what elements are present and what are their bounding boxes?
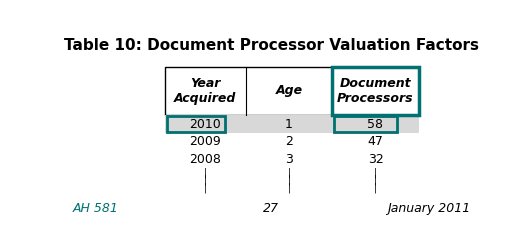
Text: |: | <box>204 174 207 185</box>
Text: January 2011: January 2011 <box>387 202 470 215</box>
Bar <box>165 67 419 115</box>
Text: |: | <box>287 182 291 192</box>
Text: Year
Acquired: Year Acquired <box>174 77 236 105</box>
Text: 1: 1 <box>285 118 293 131</box>
Text: AH 581: AH 581 <box>72 202 118 215</box>
Bar <box>165 115 419 133</box>
Text: Table 10: Document Processor Valuation Factors: Table 10: Document Processor Valuation F… <box>63 38 479 52</box>
Text: 2: 2 <box>285 135 293 148</box>
Text: |: | <box>374 167 377 178</box>
Text: 2009: 2009 <box>189 135 221 148</box>
Bar <box>334 116 397 132</box>
Text: |: | <box>204 182 207 192</box>
Text: Document
Processors: Document Processors <box>337 77 414 105</box>
Text: 47: 47 <box>368 135 384 148</box>
Text: 32: 32 <box>368 153 384 166</box>
Text: 3: 3 <box>285 153 293 166</box>
Bar <box>332 67 419 115</box>
Text: 27: 27 <box>263 202 279 215</box>
Text: |: | <box>374 174 377 185</box>
Text: |: | <box>287 174 291 185</box>
Text: Age: Age <box>276 84 303 97</box>
Text: |: | <box>374 182 377 192</box>
Text: 58: 58 <box>368 118 384 131</box>
Bar <box>167 116 225 132</box>
Text: |: | <box>204 167 207 178</box>
Text: 2010: 2010 <box>189 118 221 131</box>
Text: 2008: 2008 <box>189 153 221 166</box>
Text: |: | <box>287 167 291 178</box>
